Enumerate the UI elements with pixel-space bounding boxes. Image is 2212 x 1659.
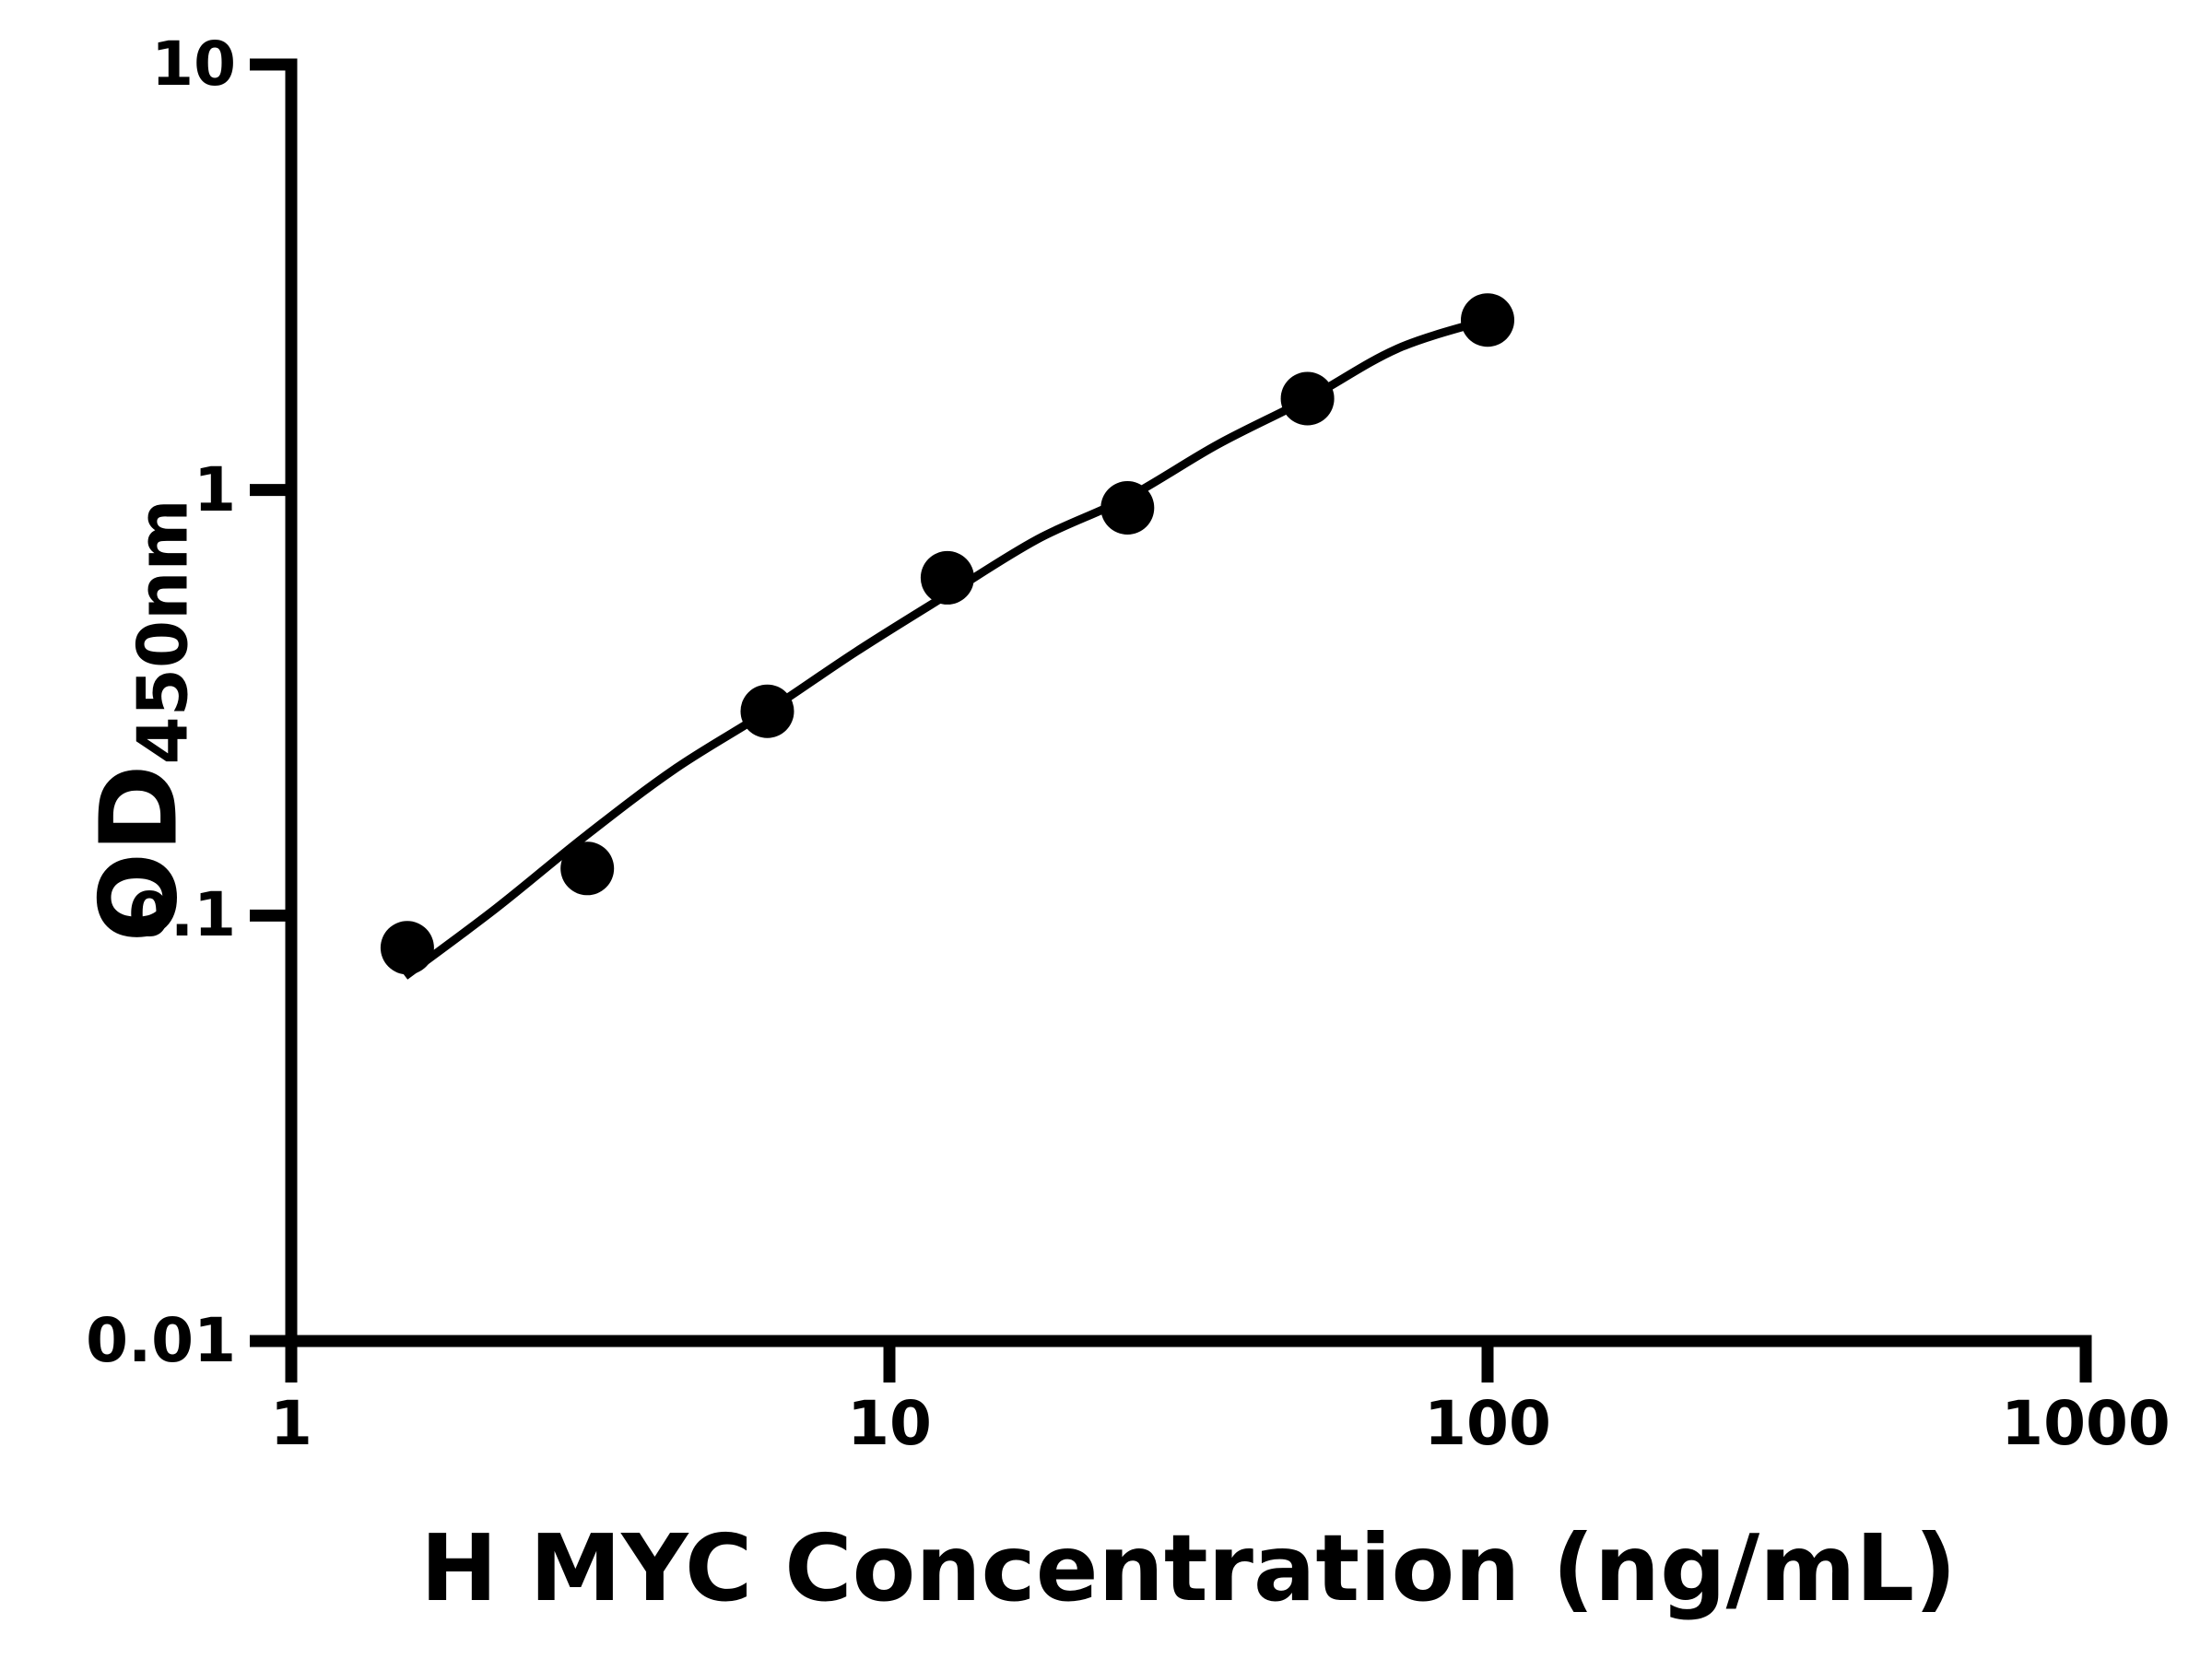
y-axis-title: OD450nm [78,499,204,942]
x-axis-title: H MYC Concentration (ng/mL) [420,1514,1957,1622]
data-point-marker [1100,481,1155,535]
data-point-marker [1280,371,1335,426]
data-point-marker [1461,293,1514,347]
data-point-marker [560,841,615,896]
y-tick-label: 1 [194,453,236,525]
x-tick-label: 1 [270,1388,312,1459]
y-tick-label: 0.1 [128,879,236,951]
y-tick-label: 10 [151,29,236,100]
x-tick-label: 100 [1424,1388,1551,1459]
x-tick-label: 10 [847,1388,932,1459]
data-point-marker [380,921,434,975]
y-tick-label: 0.01 [86,1305,236,1376]
x-tick-label: 1000 [2001,1388,2171,1459]
data-point-marker [920,550,974,605]
y-axis-title-subscript: 450nm [122,499,204,765]
data-point-marker [740,684,794,738]
